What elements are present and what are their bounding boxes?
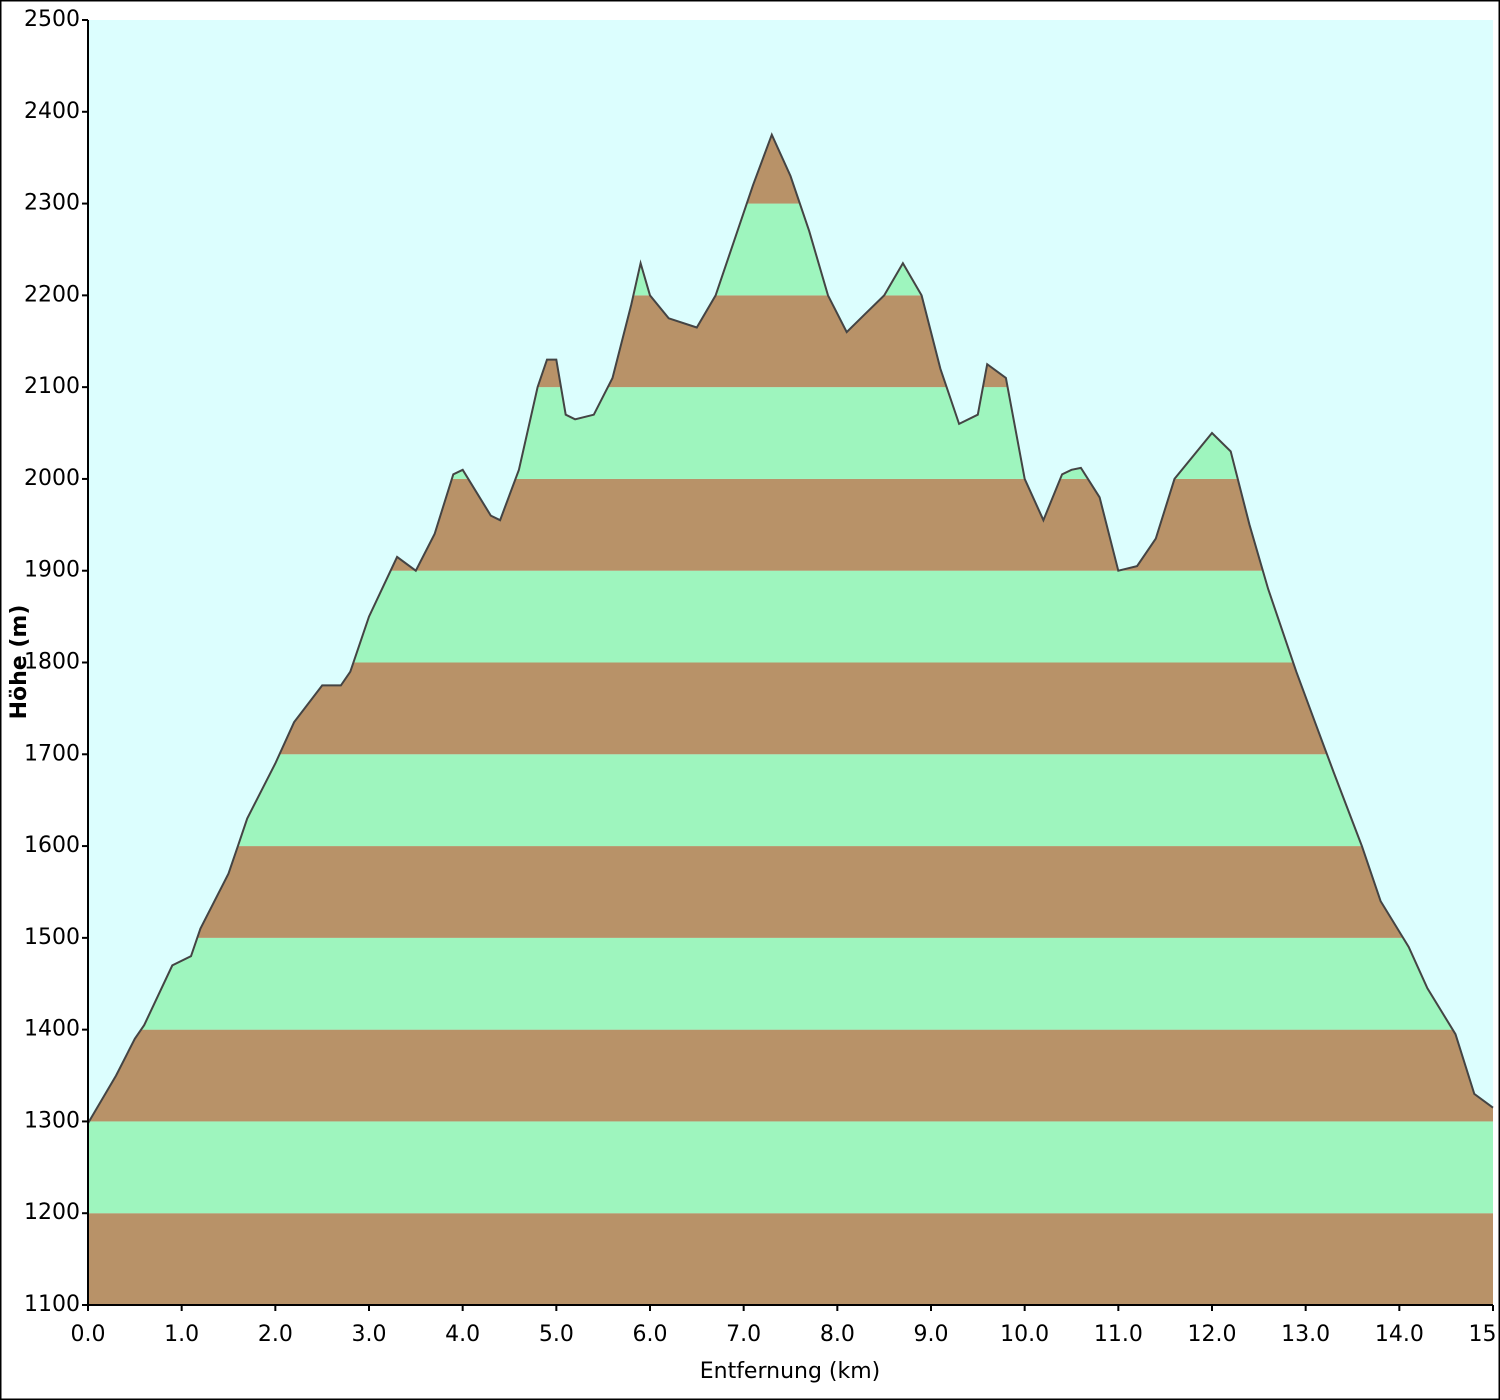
y-tick-label: 1100 xyxy=(24,1292,80,1317)
elevation-band xyxy=(88,846,1493,938)
x-tick-label: 8.0 xyxy=(820,1322,855,1347)
foreground: 1100 1200 1300 1400 1500 1600 1700 1800 1900 2000… xyxy=(24,7,1500,1347)
y-tick-label: 2000 xyxy=(24,466,80,491)
y-tick-label: 2500 xyxy=(24,7,80,32)
x-tick-label: 11.0 xyxy=(1094,1322,1143,1347)
y-tick-label: 2200 xyxy=(24,282,80,307)
elevation-band xyxy=(88,754,1493,847)
x-tick-label: 15.0 xyxy=(1469,1322,1500,1347)
y-tick-label: 1500 xyxy=(24,925,80,950)
elevation-line xyxy=(87,132,1494,1124)
y-tick-label: 1600 xyxy=(24,833,80,858)
y-axis-label: Höhe (m) xyxy=(7,605,32,720)
y-tick-label: 1300 xyxy=(24,1108,80,1133)
x-tick-label: 6.0 xyxy=(633,1322,668,1347)
y-tick-label: 2300 xyxy=(24,191,80,216)
elevation-band xyxy=(88,1121,1493,1214)
elevation-band xyxy=(88,1029,1493,1122)
y-tick-label: 1800 xyxy=(24,650,80,675)
y-tick-label: 1200 xyxy=(24,1200,80,1225)
y-tick-label: 1900 xyxy=(24,558,80,583)
x-tick-label: 10.0 xyxy=(1000,1322,1049,1347)
x-tick-label: 12.0 xyxy=(1188,1322,1237,1347)
x-tick-label: 2.0 xyxy=(258,1322,293,1347)
x-tick-label: 5.0 xyxy=(539,1322,574,1347)
x-tick-label: 3.0 xyxy=(352,1322,387,1347)
y-tick-label: 1400 xyxy=(24,1017,80,1042)
x-axis-label: Entfernung (km) xyxy=(700,1359,881,1384)
y-tick-label: 1700 xyxy=(24,741,80,766)
x-tick-label: 1.0 xyxy=(164,1322,199,1347)
x-tick-label: 13.0 xyxy=(1281,1322,1330,1347)
y-tick-label: 2100 xyxy=(24,374,80,399)
x-tick-label: 9.0 xyxy=(914,1322,949,1347)
y-tick-label: 2400 xyxy=(24,99,80,124)
x-tick-label: 14.0 xyxy=(1375,1322,1424,1347)
elevation-band xyxy=(88,1213,1493,1305)
elevation-band xyxy=(88,937,1493,1030)
x-tick-label: 0.0 xyxy=(71,1322,106,1347)
x-tick-label: 7.0 xyxy=(726,1322,761,1347)
x-tick-label: 4.0 xyxy=(445,1322,480,1347)
